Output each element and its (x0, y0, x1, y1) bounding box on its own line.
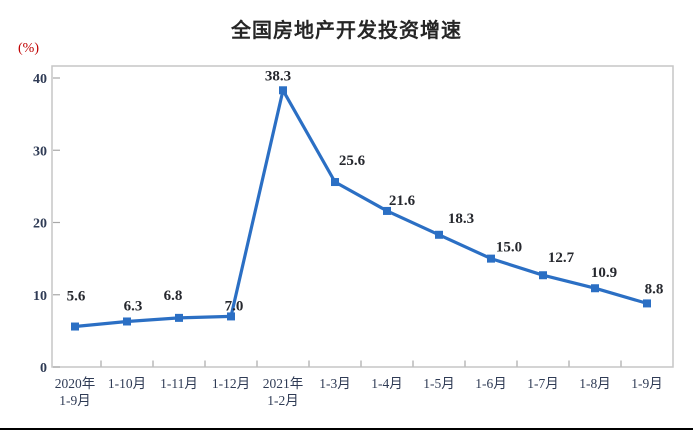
data-point-marker (227, 312, 235, 321)
y-axis-unit-label: (%) (18, 41, 39, 56)
plot-border (51, 65, 674, 368)
data-point-label: 7.0 (225, 298, 244, 314)
data-point-marker (175, 313, 183, 322)
x-category-label: 1-8月 (579, 376, 611, 391)
x-category-label: 1-4月 (371, 376, 403, 391)
data-point-label: 25.6 (339, 153, 366, 169)
y-tick-label: 0 (40, 361, 47, 376)
x-category-label: 1-6月 (475, 376, 507, 391)
x-category-label: 2021年 (263, 376, 304, 391)
bottom-divider-rule (0, 428, 693, 430)
data-point-marker (487, 254, 495, 263)
data-point-marker (435, 230, 443, 239)
x-category-label: 1-7月 (527, 376, 559, 391)
y-tick-label: 10 (33, 289, 47, 304)
data-point-label: 10.9 (591, 265, 617, 281)
x-category-label: 1-9月 (59, 393, 91, 408)
series-line (74, 88, 648, 329)
data-point-label: 8.8 (645, 281, 664, 297)
y-tick-label: 20 (33, 217, 47, 232)
data-point-marker (279, 86, 287, 95)
x-category-label: 1-9月 (631, 376, 663, 391)
data-point-marker (71, 322, 79, 331)
data-point-marker (123, 317, 131, 326)
x-category-label: 1-11月 (160, 376, 198, 391)
data-point-label: 21.6 (389, 193, 416, 209)
data-point-label: 15.0 (496, 240, 522, 256)
x-category-label: 1-2月 (267, 393, 299, 408)
chart-title: 全国房地产开发投资增速 (231, 20, 462, 42)
data-point-marker (383, 206, 391, 215)
data-point-label: 6.3 (124, 298, 143, 314)
data-point-marker (331, 178, 339, 187)
x-category-label: 1-12月 (212, 376, 250, 391)
x-category-label: 1-10月 (108, 376, 146, 391)
x-category-label: 1-3月 (319, 376, 351, 391)
data-point-marker (591, 284, 599, 293)
data-point-marker (539, 271, 547, 280)
data-point-label: 38.3 (265, 68, 291, 84)
data-point-label: 5.6 (67, 289, 86, 305)
data-point-label: 6.8 (164, 288, 183, 304)
x-category-label: 2020年 (55, 376, 96, 391)
data-point-label: 12.7 (548, 250, 575, 266)
y-tick-label: 40 (33, 72, 47, 87)
x-category-label: 1-5月 (423, 376, 455, 391)
y-tick-label: 30 (33, 144, 47, 159)
data-point-marker (643, 299, 651, 308)
data-point-label: 18.3 (448, 211, 474, 227)
